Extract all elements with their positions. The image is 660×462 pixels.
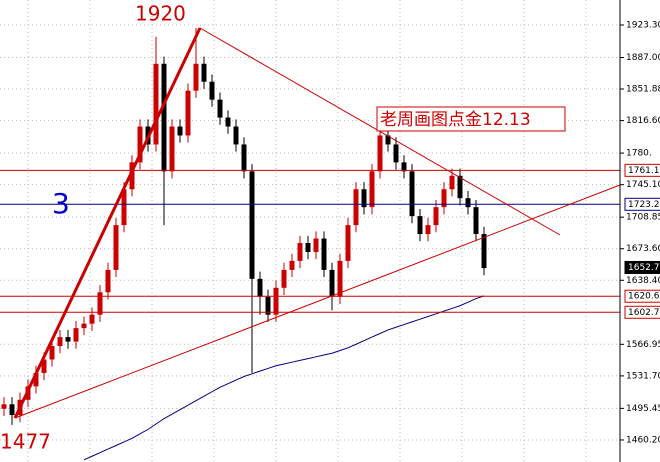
y-tick-label: 1495.45 (626, 404, 660, 414)
candle-body (169, 126, 175, 172)
y-tick-label: 1460.20 (626, 435, 660, 445)
candle-body (113, 225, 119, 270)
candle-body (153, 63, 159, 145)
annotation: 1477 (0, 430, 51, 454)
candle-body (345, 225, 351, 261)
candle-body (81, 323, 87, 329)
candle-body (385, 135, 391, 145)
grid (0, 0, 620, 462)
candle-body (297, 243, 303, 261)
candle-body (289, 260, 295, 270)
price-label-box (624, 260, 660, 274)
trend-line (14, 184, 621, 419)
candle-body (73, 328, 79, 342)
price-label-box (624, 289, 660, 303)
candle-body (353, 189, 359, 226)
annotation: 老周画图点金12.13 (380, 110, 531, 130)
y-tick-label: 1638.40 (626, 276, 660, 286)
y-tick-label: 1673.60 (626, 244, 660, 254)
candle-body (89, 314, 95, 324)
candle-body (329, 269, 335, 297)
candle-body (193, 63, 199, 91)
price-label-box (624, 305, 660, 319)
candle-body (129, 162, 135, 190)
candle-body (41, 359, 47, 373)
candle-body (225, 117, 231, 127)
axis-panel (620, 0, 660, 462)
price-label: 1620.6 (628, 292, 660, 302)
candle-body (185, 90, 191, 136)
candle-body (217, 99, 223, 118)
trend-line (13, 27, 202, 419)
y-tick-label: 1780. (626, 149, 652, 159)
candle-body (233, 126, 239, 145)
price-label: 1652.7 (628, 263, 660, 273)
candle-body (481, 234, 487, 269)
y-tick-label: 1745.10 (626, 180, 660, 190)
candle-body (457, 175, 463, 199)
candle-body (273, 287, 279, 315)
candle-body (473, 207, 479, 235)
candle-body (425, 225, 431, 235)
candle-body (1, 404, 7, 409)
candle-body (377, 135, 383, 172)
candle-body (177, 126, 183, 136)
candle-body (97, 292, 103, 315)
candle-body (465, 198, 471, 208)
candle-body (337, 260, 343, 297)
annotation: 3 (52, 187, 70, 220)
candle-body (49, 346, 55, 360)
candle-body (393, 144, 399, 163)
candle-body (209, 81, 215, 100)
y-tick-label: 1566.95 (626, 340, 660, 350)
y-tick-label: 1708.85 (626, 213, 660, 223)
candle-body (417, 216, 423, 235)
price-label: 1602.7 (628, 308, 660, 318)
y-tick-label: 1923.30 (626, 20, 660, 30)
candle-body (57, 337, 63, 347)
candle-body (401, 162, 407, 172)
y-tick-label: 1887.00 (626, 53, 660, 63)
candle-body (201, 63, 207, 82)
candle-body (241, 144, 247, 172)
candle-body (409, 171, 415, 217)
candle-body (361, 189, 367, 208)
price-label-box (624, 163, 660, 177)
candle-body (161, 63, 167, 172)
candle-body (137, 126, 143, 163)
plot (0, 27, 620, 461)
candle-body (121, 189, 127, 226)
y-tick-label: 1816.60 (626, 116, 660, 126)
moving-average (83, 295, 485, 461)
candle-body (449, 175, 455, 190)
candle-body (9, 404, 15, 416)
price-label: 1723.2 (628, 200, 660, 210)
candle-body (313, 238, 319, 252)
annotation: 1920 (135, 2, 186, 26)
candle-body (265, 296, 271, 315)
candle-body (65, 337, 71, 342)
price-label-box (624, 197, 660, 211)
price-axis: 1923.30 1887.00 1851.88 1816.60 1780. 1745.10… (620, 20, 660, 445)
candle-body (433, 207, 439, 226)
price-label: 1761.1 (628, 166, 660, 176)
candle-body (105, 269, 111, 293)
candle-body (281, 269, 287, 288)
annotation-box (376, 106, 566, 132)
candle-body (257, 278, 263, 297)
candle-body (441, 189, 447, 208)
candle-body (321, 238, 327, 270)
y-tick-label: 1851.88 (626, 84, 660, 94)
y-tick-label: 1531.70 (626, 371, 660, 381)
candle-body (33, 372, 39, 387)
candle-body (305, 243, 311, 252)
candle-body (369, 171, 375, 208)
candle-body (249, 171, 255, 279)
